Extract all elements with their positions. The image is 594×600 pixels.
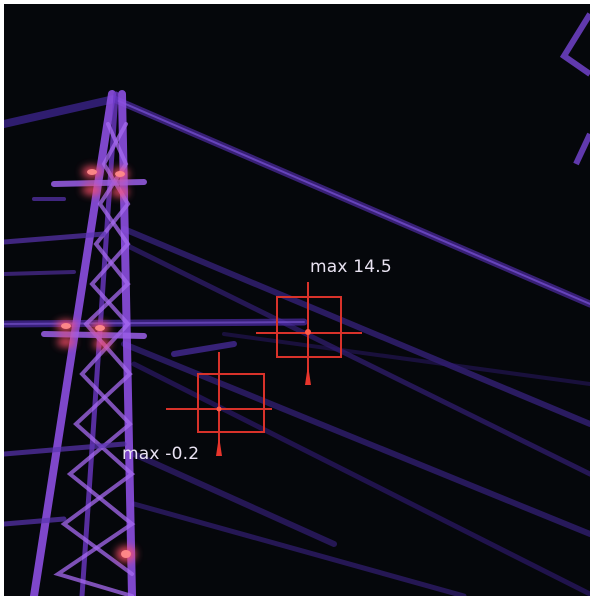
thermal-scene xyxy=(4,12,590,596)
measurement-marker-1 xyxy=(256,282,362,376)
measurement-marker-2 xyxy=(166,352,272,450)
measurement-label-1: max 14.5 xyxy=(310,257,392,277)
measurement-pointer-2 xyxy=(216,436,222,456)
tower-hotspots xyxy=(56,166,136,562)
thermal-image-frame: max 14.5 max -0.2 xyxy=(4,4,590,596)
power-cables xyxy=(4,95,590,596)
measurement-pointer-1 xyxy=(305,365,311,385)
measurement-label-2: max -0.2 xyxy=(122,444,200,464)
corner-structure xyxy=(559,12,590,166)
